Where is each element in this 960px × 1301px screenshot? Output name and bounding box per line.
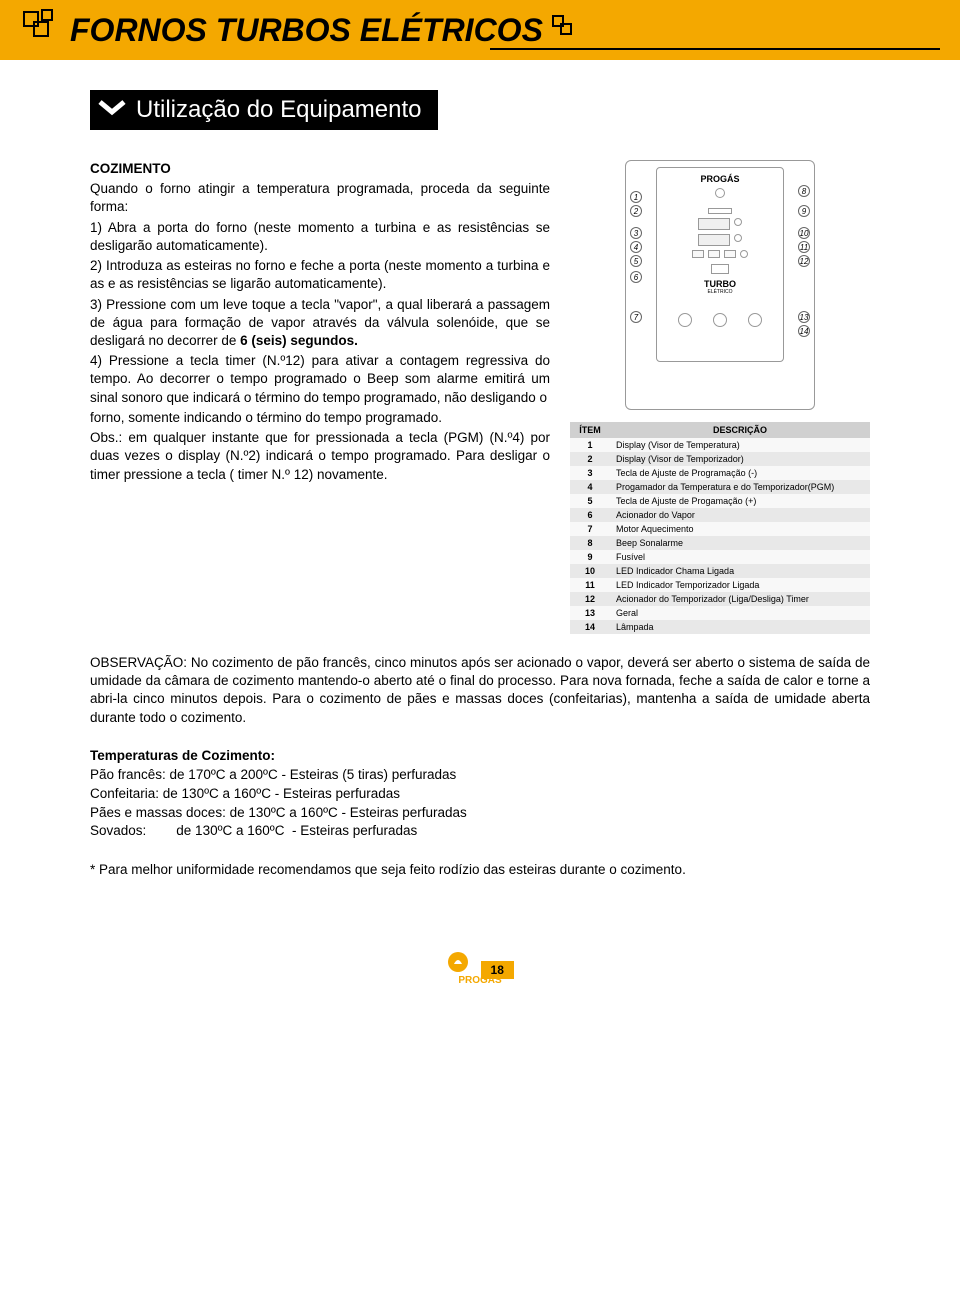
temp-l3: Pães e massas doces: de 130ºC a 160ºC - … <box>90 804 870 823</box>
callout-2: 2 <box>630 205 642 217</box>
panel-model: TURBO <box>657 279 783 289</box>
temp-l4: Sovados: de 130ºC a 160ºC - Esteiras per… <box>90 822 870 841</box>
table-row: 7Motor Aquecimento <box>570 522 870 536</box>
header-title: FORNOS TURBOS ELÉTRICOS <box>70 12 543 49</box>
cozimento-step4: 4) Pressione a tecla timer (N.º12) para … <box>90 352 550 407</box>
temp-title: Temperaturas de Cozimento: <box>90 747 870 766</box>
callout-4: 4 <box>630 241 642 253</box>
squares-icon-right <box>551 14 579 47</box>
side-panel: PROGÁS TURBO ELÉTRICO 1 2 <box>570 160 870 634</box>
subheader: Utilização do Equipamento <box>90 90 438 130</box>
description-table: ÍTEM DESCRIÇÃO 1Display (Visor de Temper… <box>570 422 870 634</box>
callout-8: 8 <box>798 185 810 197</box>
callout-1: 1 <box>630 191 642 203</box>
cozimento-intro: Quando o forno atingir a temperatura pro… <box>90 180 550 216</box>
panel-diagram: PROGÁS TURBO ELÉTRICO 1 2 <box>625 160 815 410</box>
callout-11: 11 <box>798 241 810 253</box>
table-row: 1Display (Visor de Temperatura) <box>570 438 870 452</box>
table-row: 2Display (Visor de Temporizador) <box>570 452 870 466</box>
footer: 18 PROGÁS <box>0 940 960 1006</box>
subheader-text: Utilização do Equipamento <box>136 96 422 124</box>
callout-6: 6 <box>630 271 642 283</box>
table-row: 8Beep Sonalarme <box>570 536 870 550</box>
cozimento-title: COZIMENTO <box>90 160 550 178</box>
callout-7: 7 <box>630 311 642 323</box>
table-head-desc: DESCRIÇÃO <box>610 422 870 438</box>
table-row: 5Tecla de Ajuste de Progamação (+) <box>570 494 870 508</box>
callout-12: 12 <box>798 255 810 267</box>
table-row: 4Progamador da Temperatura e do Temporiz… <box>570 480 870 494</box>
callout-9: 9 <box>798 205 810 217</box>
chevron-down-icon <box>98 98 126 123</box>
callout-3: 3 <box>630 227 642 239</box>
cozimento-obs: Obs.: em qualquer instante que for press… <box>90 429 550 484</box>
table-row: 6Acionador do Vapor <box>570 508 870 522</box>
table-row: 3Tecla de Ajuste de Programação (-) <box>570 466 870 480</box>
callout-14: 14 <box>798 325 810 337</box>
table-row: 11LED Indicador Temporizador Ligada <box>570 578 870 592</box>
table-row: 14Lâmpada <box>570 620 870 634</box>
header-band: FORNOS TURBOS ELÉTRICOS <box>0 0 960 60</box>
table-row: 12Acionador do Temporizador (Liga/Deslig… <box>570 592 870 606</box>
squares-icon-left <box>20 8 60 53</box>
footer-brand: PROGÁS <box>0 975 960 986</box>
temperaturas: Temperaturas de Cozimento: Pão francês: … <box>0 737 960 851</box>
table-row: 10LED Indicador Chama Ligada <box>570 564 870 578</box>
note: * Para melhor uniformidade recomendamos … <box>0 851 960 939</box>
table-head-item: ÍTEM <box>570 422 610 438</box>
main-text: COZIMENTO Quando o forno atingir a tempe… <box>90 160 550 634</box>
table-row: 9Fusível <box>570 550 870 564</box>
callout-13: 13 <box>798 311 810 323</box>
cozimento-step1: 1) Abra a porta do forno (neste momento … <box>90 219 550 255</box>
cozimento-step2: 2) Introduza as esteiras no forno e fech… <box>90 257 550 293</box>
callout-10: 10 <box>798 227 810 239</box>
panel-model-sub: ELÉTRICO <box>657 289 783 295</box>
observacao: OBSERVAÇÃO: No cozimento de pão francês,… <box>0 634 960 737</box>
cozimento-step3: 3) Pressione com um leve toque a tecla "… <box>90 296 550 351</box>
callout-5: 5 <box>630 255 642 267</box>
panel-brand: PROGÁS <box>657 174 783 184</box>
table-row: 13Geral <box>570 606 870 620</box>
cozimento-step4b: forno, somente indicando o término do te… <box>90 409 550 427</box>
temp-l2: Confeitaria: de 130ºC a 160ºC - Esteiras… <box>90 785 870 804</box>
temp-l1: Pão francês: de 170ºC a 200ºC - Esteiras… <box>90 766 870 785</box>
